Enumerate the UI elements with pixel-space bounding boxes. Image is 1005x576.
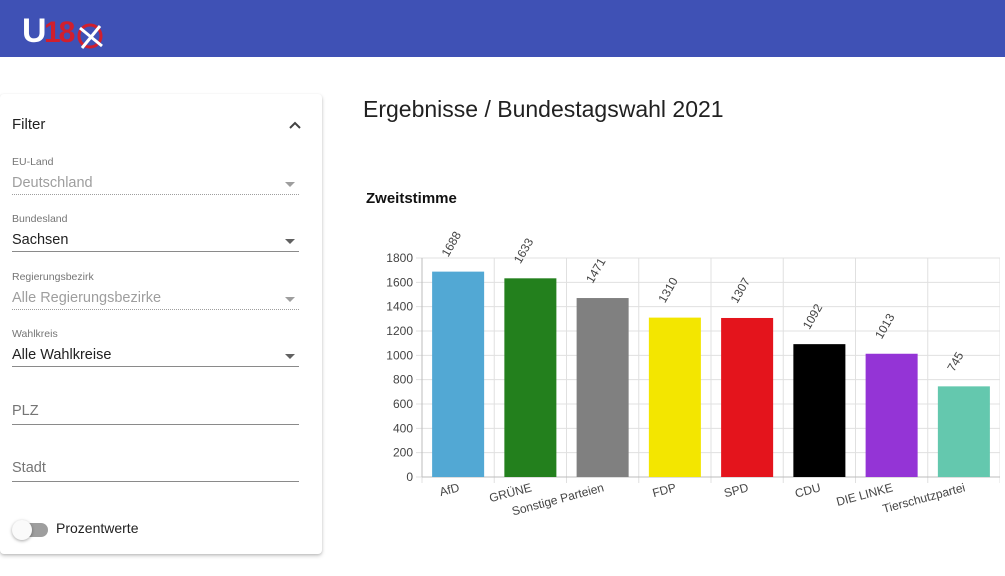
bar-6 xyxy=(865,353,918,477)
bar-3 xyxy=(648,317,701,477)
y-tick-label: 400 xyxy=(393,421,413,435)
regierungsbezirk-select[interactable]: Regierungsbezirk Alle Regierungsbezirke xyxy=(12,271,299,310)
filter-panel: Filter EU-Land Deutschland Bundesland Sa… xyxy=(0,94,322,554)
filter-title: Filter xyxy=(12,116,46,133)
bundesland-value: Sachsen xyxy=(12,232,69,248)
bar-5 xyxy=(793,344,846,477)
regierungsbezirk-value: Alle Regierungsbezirke xyxy=(12,290,162,306)
regierungsbezirk-label: Regierungsbezirk xyxy=(12,271,94,283)
bar-0 xyxy=(432,271,485,477)
y-tick-label: 1000 xyxy=(386,348,413,362)
field-underline xyxy=(12,309,299,310)
field-underline xyxy=(12,481,299,482)
data-label: 1310 xyxy=(655,275,681,305)
bar-chart: 0 200 400 600 800 1000 1200 1400 1600 1800 1688 AfD… xyxy=(386,229,1000,518)
eu-land-select[interactable]: EU-Land Deutschland xyxy=(12,156,299,195)
top-app-bar: U 18 xyxy=(0,0,1005,57)
x-tick-label: AfD xyxy=(438,480,461,499)
x-tick-label: CDU xyxy=(793,480,822,500)
u18-logo[interactable]: U 18 xyxy=(22,8,106,52)
plz-input[interactable]: PLZ xyxy=(12,400,299,425)
data-label: 1471 xyxy=(583,255,609,285)
field-underline xyxy=(12,251,299,252)
stadt-placeholder: Stadt xyxy=(12,460,46,476)
dropdown-arrow-icon xyxy=(285,239,295,244)
chevron-up-icon[interactable] xyxy=(286,116,304,134)
x-tick-label: FDP xyxy=(651,480,678,500)
y-tick-label: 0 xyxy=(406,470,413,484)
eu-land-label: EU-Land xyxy=(12,156,54,168)
svg-text:18: 18 xyxy=(44,16,75,49)
wahlkreis-label: Wahlkreis xyxy=(12,328,58,340)
y-tick-label: 800 xyxy=(393,373,413,387)
field-underline xyxy=(12,424,299,425)
y-tick-label: 1800 xyxy=(386,251,413,265)
prozentwerte-toggle[interactable] xyxy=(12,518,48,540)
data-label: 1633 xyxy=(511,235,537,265)
toggle-thumb xyxy=(12,520,32,540)
bundesland-select[interactable]: Bundesland Sachsen xyxy=(12,213,299,252)
y-tick-label: 1200 xyxy=(386,324,413,338)
x-tick-label: SPD xyxy=(722,480,750,500)
bundesland-label: Bundesland xyxy=(12,213,68,225)
page-title: Ergebnisse / Bundestagswahl 2021 xyxy=(363,96,724,122)
chart-title: Zweitstimme xyxy=(366,190,457,207)
x-tick-label: Tierschutzpartei xyxy=(881,480,967,516)
dropdown-arrow-icon xyxy=(285,354,295,359)
stadt-input[interactable]: Stadt xyxy=(12,457,299,482)
y-tick-label: 600 xyxy=(393,397,413,411)
data-label: 1092 xyxy=(800,301,826,331)
bar-1 xyxy=(504,278,557,477)
svg-text:U: U xyxy=(22,12,45,50)
data-label: 1688 xyxy=(439,229,465,259)
dropdown-arrow-icon xyxy=(285,182,295,187)
wahlkreis-value: Alle Wahlkreise xyxy=(12,347,112,363)
wahlkreis-select[interactable]: Wahlkreis Alle Wahlkreise xyxy=(12,328,299,367)
field-underline xyxy=(12,194,299,195)
y-tick-label: 1400 xyxy=(386,300,413,314)
y-tick-label: 1600 xyxy=(386,275,413,289)
bar-7 xyxy=(937,386,990,477)
plz-placeholder: PLZ xyxy=(12,403,39,419)
data-label: 1013 xyxy=(872,311,898,341)
field-underline xyxy=(12,366,299,367)
bar-2 xyxy=(576,298,629,477)
y-tick-label: 200 xyxy=(393,446,413,460)
eu-land-value: Deutschland xyxy=(12,175,93,191)
prozentwerte-label: Prozentwerte xyxy=(56,520,139,536)
data-label: 745 xyxy=(944,349,966,374)
dropdown-arrow-icon xyxy=(285,297,295,302)
data-label: 1307 xyxy=(728,275,754,305)
bar-4 xyxy=(721,317,774,477)
